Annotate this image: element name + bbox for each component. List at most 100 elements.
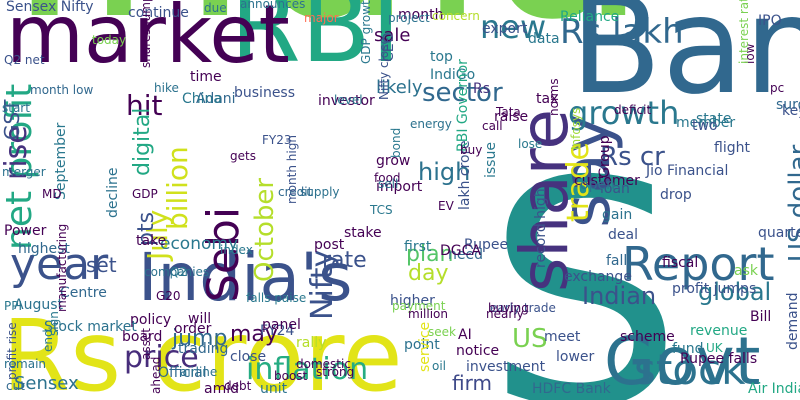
cloud-word: sector bbox=[422, 78, 503, 109]
cloud-word: take bbox=[136, 233, 167, 250]
cloud-word: jump bbox=[172, 325, 228, 351]
cloud-word: decline bbox=[105, 167, 121, 218]
cloud-word: level bbox=[334, 92, 363, 107]
cloud-word: DGCA bbox=[440, 243, 481, 260]
cloud-word: project bbox=[388, 10, 430, 25]
cloud-word: S bbox=[486, 115, 683, 400]
cloud-word: deal bbox=[608, 227, 638, 244]
cloud-word: oil bbox=[432, 358, 447, 373]
cloud-word: data bbox=[528, 31, 560, 48]
cloud-word: Rupee falls bbox=[680, 351, 758, 368]
cloud-word: likely bbox=[376, 76, 423, 98]
cloud-word: Nifty close bbox=[377, 37, 391, 100]
cloud-word: investment bbox=[466, 359, 546, 376]
cloud-word: Adani bbox=[196, 91, 236, 108]
cloud-word: buying bbox=[488, 300, 529, 315]
cloud-word: quarter bbox=[758, 225, 800, 242]
cloud-word: time bbox=[190, 69, 222, 86]
cloud-word: strong bbox=[316, 364, 355, 379]
cloud-word: index bbox=[220, 242, 253, 257]
cloud-word: payment bbox=[392, 298, 446, 313]
cloud-word: economy bbox=[160, 233, 239, 254]
cloud-word: seek bbox=[428, 324, 456, 339]
cloud-word: plan bbox=[406, 241, 454, 267]
cloud-word: TCS bbox=[370, 202, 393, 217]
cloud-word: firm bbox=[452, 371, 492, 396]
cloud-word: million bbox=[408, 306, 448, 321]
cloud-word: profit jumps bbox=[672, 281, 757, 298]
cloud-word: digital bbox=[130, 107, 155, 176]
cloud-word: shares jump bbox=[139, 0, 153, 68]
cloud-word: Rs bbox=[473, 81, 491, 98]
cloud-word: MD bbox=[42, 186, 62, 201]
cloud-word: Q2 bbox=[170, 264, 188, 279]
cloud-word: Indian bbox=[582, 281, 657, 310]
cloud-word: customer bbox=[574, 173, 640, 190]
cloud-word: falls paise bbox=[246, 290, 307, 305]
cloud-word: need bbox=[448, 247, 483, 264]
cloud-word: remain bbox=[4, 356, 47, 371]
cloud-word: US bbox=[512, 324, 548, 355]
cloud-word: Air India bbox=[748, 381, 800, 398]
cloud-word: EV bbox=[438, 198, 454, 213]
cloud-word: first bbox=[404, 239, 432, 256]
cloud-word: year bbox=[10, 239, 109, 291]
cloud-word: airline bbox=[180, 364, 218, 379]
cloud-word: credit bbox=[278, 184, 313, 199]
cloud-word: higher bbox=[390, 293, 435, 310]
cloud-word: US dollar bbox=[784, 144, 800, 262]
cloud-word: manufacturing bbox=[55, 223, 69, 312]
cloud-word: top bbox=[430, 49, 453, 66]
cloud-word: point bbox=[404, 337, 440, 354]
cloud-word: close bbox=[230, 349, 267, 366]
cloud-word: Report bbox=[622, 237, 775, 292]
cloud-word: cut bbox=[6, 378, 25, 393]
cloud-word: bond bbox=[389, 127, 403, 158]
cloud-word: start bbox=[2, 100, 30, 115]
cloud-word: post bbox=[314, 237, 345, 254]
cloud-word: notice bbox=[456, 343, 500, 360]
cloud-word: two bbox=[692, 118, 718, 135]
cloud-word: state bbox=[696, 111, 732, 128]
cloud-word: call bbox=[482, 118, 503, 133]
cloud-word: announces bbox=[240, 0, 306, 11]
cloud-word: fall bbox=[606, 253, 628, 270]
cloud-word: merger bbox=[2, 164, 46, 179]
cloud-word: fund bbox=[672, 341, 704, 358]
cloud-word: stake bbox=[344, 225, 382, 242]
cloud-word: Bill bbox=[750, 309, 772, 326]
cloud-word: unit bbox=[260, 381, 288, 398]
cloud-word: early trade bbox=[490, 300, 556, 315]
cloud-word: import bbox=[376, 179, 423, 196]
cloud-word: export bbox=[482, 21, 528, 38]
cloud-word: growth bbox=[568, 94, 680, 133]
cloud-word: set bbox=[86, 253, 117, 278]
cloud-word: Group bbox=[597, 135, 613, 178]
cloud-word: demand bbox=[785, 292, 800, 350]
cloud-word: billion bbox=[161, 146, 194, 230]
cloud-word: Rs crore bbox=[2, 299, 403, 400]
cloud-word: exchange bbox=[564, 269, 632, 286]
cloud-word: G20 bbox=[156, 288, 181, 303]
cloud-word: Rupee bbox=[464, 237, 509, 254]
cloud-word: gets bbox=[230, 148, 256, 163]
cloud-word: lose bbox=[518, 136, 543, 151]
cloud-word: food bbox=[374, 170, 401, 185]
cloud-word: business bbox=[234, 85, 296, 102]
cloud-word: RBI bbox=[230, 0, 401, 87]
cloud-word: due bbox=[204, 0, 227, 15]
cloud-word: investor bbox=[318, 93, 375, 110]
cloud-word: sale bbox=[374, 24, 411, 46]
cloud-word: Reliance bbox=[560, 9, 620, 26]
cloud-word: supply bbox=[300, 184, 340, 199]
cloud-word: Sensex bbox=[14, 372, 79, 394]
cloud-word: hit bbox=[126, 89, 163, 123]
cloud-word: FY23 bbox=[262, 132, 292, 147]
cloud-word: China bbox=[182, 91, 222, 108]
cloud-word: India bbox=[6, 0, 649, 56]
cloud-word: month low bbox=[30, 82, 94, 97]
cloud-word: asset bbox=[139, 328, 153, 360]
cloud-word: open bbox=[580, 177, 615, 194]
cloud-word: drop bbox=[660, 187, 692, 204]
cloud-word: highest bbox=[18, 241, 70, 258]
